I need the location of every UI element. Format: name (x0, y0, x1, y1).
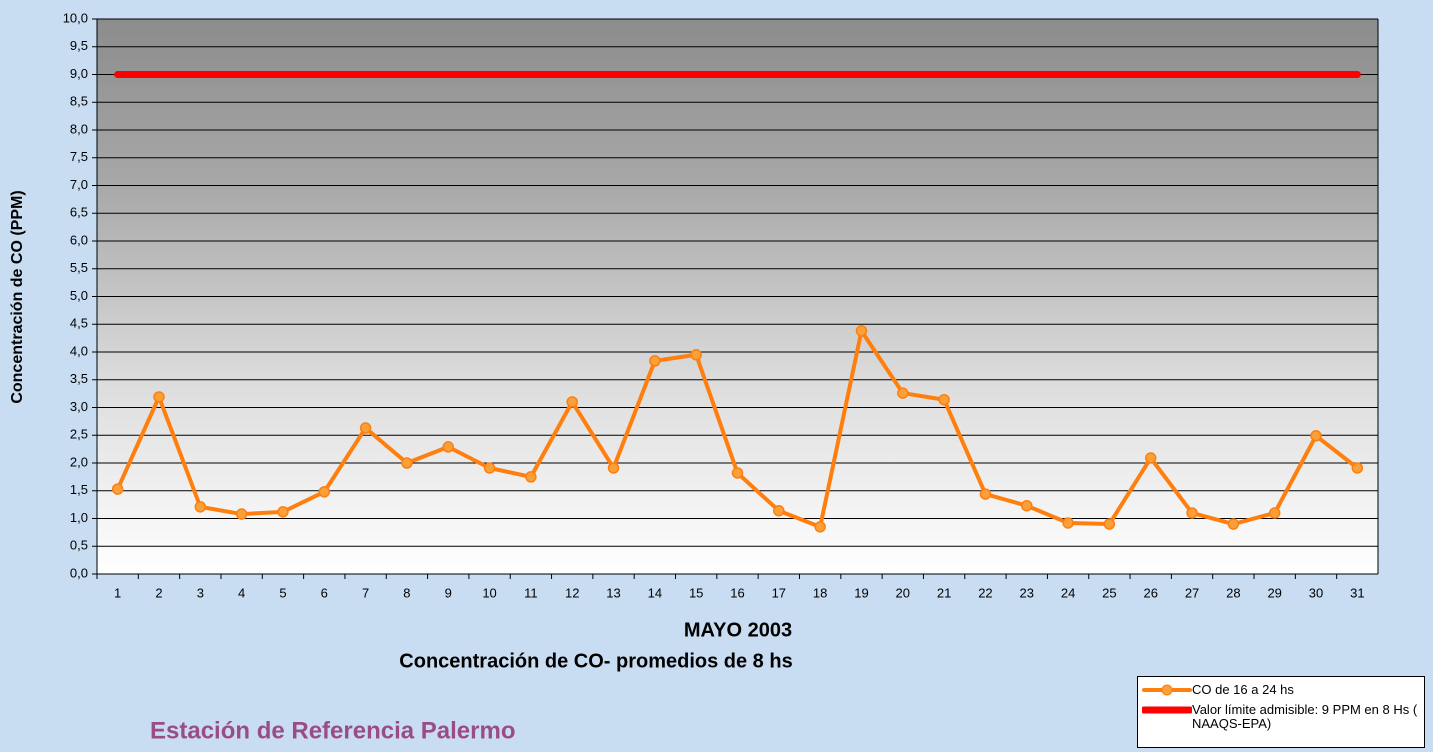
data-point (774, 506, 784, 516)
legend-item: CO de 16 a 24 hs (1142, 683, 1420, 697)
chart-title: MAYO 2003 (684, 619, 792, 641)
x-tick-label: 8 (403, 585, 410, 600)
annotation: Estación de Referencia Palermo (150, 717, 515, 744)
data-point (1187, 508, 1197, 518)
x-tick-label: 5 (279, 585, 286, 600)
x-tick-label: 20 (896, 585, 910, 600)
data-point (319, 487, 329, 497)
data-point (1104, 519, 1114, 529)
y-tick-label: 7,5 (70, 149, 88, 164)
y-tick-label: 4,0 (70, 343, 88, 358)
data-point (1352, 463, 1362, 473)
y-tick-label: 1,0 (70, 510, 88, 525)
y-tick-label: 3,5 (70, 371, 88, 386)
x-tick-label: 10 (482, 585, 496, 600)
x-tick-label: 16 (730, 585, 744, 600)
data-point (195, 502, 205, 512)
x-tick-label: 12 (565, 585, 579, 600)
x-tick-label: 17 (772, 585, 786, 600)
data-point (361, 423, 371, 433)
y-tick-label: 2,5 (70, 427, 88, 442)
x-tick-label: 22 (978, 585, 992, 600)
y-tick-label: 10,0 (63, 10, 88, 25)
y-tick-label: 9,5 (70, 38, 88, 53)
data-point (154, 392, 164, 402)
x-tick-label: 23 (1020, 585, 1034, 600)
y-tick-label: 4,5 (70, 316, 88, 331)
data-point (733, 468, 743, 478)
data-point (113, 484, 123, 494)
x-tick-label: 14 (648, 585, 662, 600)
data-point (650, 356, 660, 366)
y-tick-label: 8,5 (70, 94, 88, 109)
legend: CO de 16 a 24 hs Valor límite admisible: … (1137, 676, 1425, 748)
y-tick-label: 1,5 (70, 482, 88, 497)
y-tick-label: 3,0 (70, 399, 88, 414)
x-tick-label: 31 (1350, 585, 1364, 600)
chart: MAYO 2003 Concentración de CO- promedios… (0, 0, 1433, 752)
x-tick-label: 13 (606, 585, 620, 600)
x-tick-label: 7 (362, 585, 369, 600)
y-tick-label: 0,5 (70, 538, 88, 553)
data-point (856, 326, 866, 336)
data-point (567, 397, 577, 407)
legend-label: Valor límite admisible: 9 PPM en 8 Hs ( … (1192, 703, 1420, 731)
x-tick-label: 21 (937, 585, 951, 600)
legend-marker (1162, 685, 1172, 695)
x-tick-label: 25 (1102, 585, 1116, 600)
x-tick-label: 2 (155, 585, 162, 600)
x-tick-label: 15 (689, 585, 703, 600)
data-point (443, 442, 453, 452)
x-tick-label: 19 (854, 585, 868, 600)
data-point (691, 350, 701, 360)
x-tick-label: 28 (1226, 585, 1240, 600)
y-tick-label: 5,0 (70, 288, 88, 303)
data-point (980, 489, 990, 499)
y-tick-label: 9,0 (70, 66, 88, 81)
y-tick-label: 2,0 (70, 454, 88, 469)
x-tick-label: 9 (445, 585, 452, 600)
y-tick-label: 8,0 (70, 121, 88, 136)
data-point (278, 507, 288, 517)
data-point (939, 395, 949, 405)
x-tick-label: 3 (197, 585, 204, 600)
data-point (1022, 501, 1032, 511)
x-tick-label: 11 (524, 585, 538, 600)
x-tick-label: 1 (114, 585, 121, 600)
chart-subtitle: Concentración de CO- promedios de 8 hs (399, 650, 792, 672)
y-tick-label: 6,5 (70, 205, 88, 220)
y-axis-label: Concentración de CO (PPM) (9, 190, 26, 403)
data-point (1270, 508, 1280, 518)
data-point (1146, 453, 1156, 463)
data-point (485, 463, 495, 473)
legend-swatch (1142, 703, 1192, 717)
data-point (609, 463, 619, 473)
data-point (898, 388, 908, 398)
x-tick-label: 18 (813, 585, 827, 600)
x-tick-label: 6 (321, 585, 328, 600)
data-point (1063, 518, 1073, 528)
x-tick-label: 26 (1143, 585, 1157, 600)
data-point (526, 472, 536, 482)
page: MAYO 2003 Concentración de CO- promedios… (0, 0, 1433, 752)
y-tick-label: 6,0 (70, 232, 88, 247)
data-point (237, 509, 247, 519)
x-tick-label: 24 (1061, 585, 1075, 600)
data-point (1311, 431, 1321, 441)
legend-item: Valor límite admisible: 9 PPM en 8 Hs ( … (1142, 703, 1420, 731)
x-tick-label: 29 (1267, 585, 1281, 600)
x-tick-label: 30 (1309, 585, 1323, 600)
data-point (402, 458, 412, 468)
y-tick-label: 5,5 (70, 260, 88, 275)
x-tick-label: 27 (1185, 585, 1199, 600)
data-point (815, 522, 825, 532)
y-tick-label: 7,0 (70, 177, 88, 192)
y-tick-label: 0,0 (70, 565, 88, 580)
data-point (1228, 519, 1238, 529)
x-tick-label: 4 (238, 585, 245, 600)
legend-swatch (1142, 683, 1192, 697)
legend-label: CO de 16 a 24 hs (1192, 683, 1420, 697)
